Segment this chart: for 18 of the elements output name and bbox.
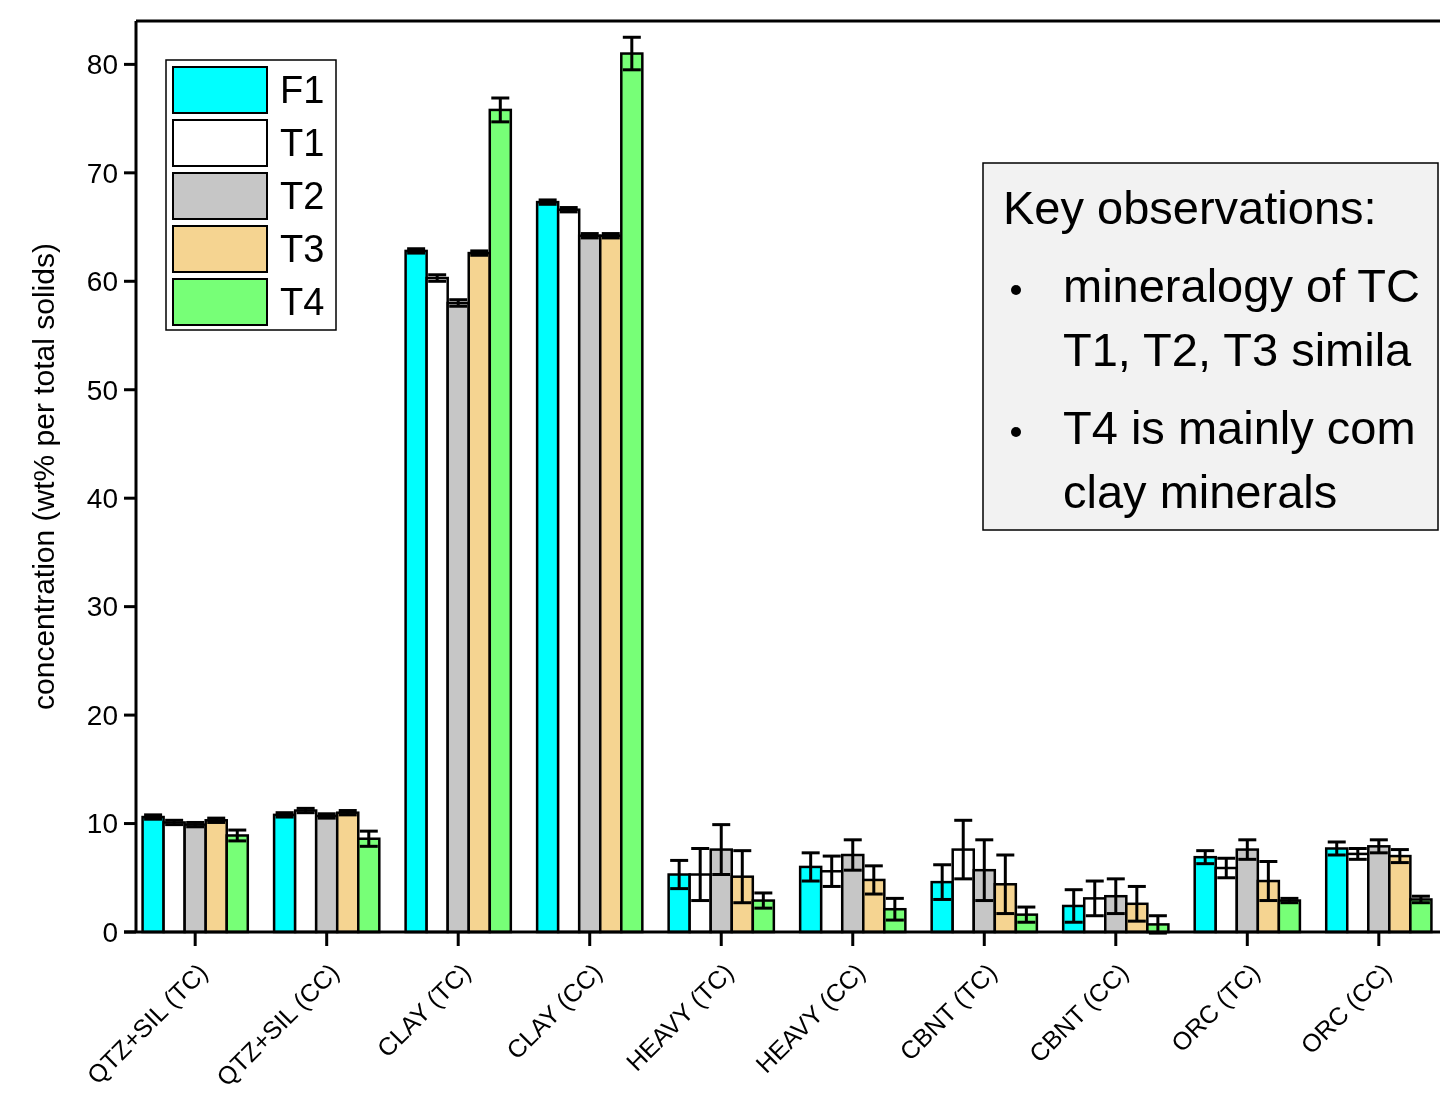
legend-label: T3 [280, 228, 325, 271]
annotation: T4 is mainly com clay minerals [1063, 401, 1416, 519]
y-tick-label: 10 [86, 808, 118, 840]
legend-label: F1 [280, 69, 325, 112]
annotation: mineralogy of TC T1, T2, T3 simila [1063, 259, 1420, 377]
annotation: Key observations: [1003, 181, 1377, 235]
y-tick-label: 60 [86, 266, 118, 298]
legend-label: T1 [280, 122, 325, 165]
y-tick-label: 30 [86, 591, 118, 623]
y-tick-label: 20 [86, 699, 118, 731]
y-tick-label: 0 [102, 916, 118, 948]
y-tick-label: 70 [86, 157, 118, 189]
y-axis-title: concentration (wt% per total solids) [27, 243, 60, 710]
y-tick-label: 80 [86, 49, 118, 81]
y-tick-label: 40 [86, 482, 118, 514]
legend-label: T4 [280, 281, 325, 324]
legend-label: T2 [280, 175, 325, 218]
y-tick-label: 50 [86, 374, 118, 406]
